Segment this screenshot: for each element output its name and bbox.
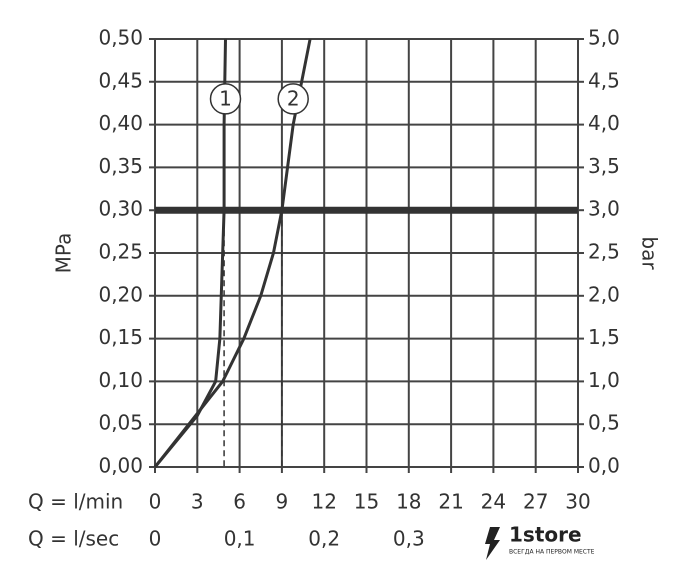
y-tick-label: 0,00 [98,454,143,478]
x-tick-label: 9 [276,490,289,514]
y-tick-label: 0,05 [98,411,143,435]
x-tick-label: 0 [149,490,162,514]
logo-brand: 1store [509,523,582,547]
x2-tick-label: 0,1 [224,527,256,551]
x-tick-label: 27 [523,490,548,514]
series-line [153,38,312,468]
y2-tick-label: 5,0 [588,26,620,50]
y-tick-label: 0,40 [98,111,143,135]
x-tick-label: 30 [565,490,590,514]
x-tick-label: 12 [311,490,336,514]
x-tick-label: 6 [233,490,246,514]
y-tick-label: 0,35 [98,154,143,178]
logo-icon [485,527,500,560]
y-tick-label: 0,30 [98,197,143,221]
x2-tick-label: 0 [149,527,162,551]
y2-tick-label: 1,0 [588,368,620,392]
x-tick-label: 3 [191,490,204,514]
y-tick-label: 0,25 [98,240,143,264]
y2-tick-label: 4,0 [588,111,620,135]
x2-tick-label: 0,3 [393,527,425,551]
y-tick-label: 0,20 [98,282,143,306]
series-label-circle [209,83,242,115]
y2-axis-label: bar [638,236,662,270]
y-axis-label: MPa [52,233,76,274]
y-tick-label: 0,45 [98,68,143,92]
x-tick-label: 21 [438,490,463,514]
logo-slogan: ВСЕГДА НА ПЕРВОМ МЕСТЕ [509,549,595,556]
y-tick-label: 0,50 [98,26,143,50]
y2-tick-label: 4,5 [588,68,620,92]
y-tick-label: 0,10 [98,368,143,392]
y2-tick-label: 3,0 [588,197,620,221]
y2-tick-label: 0,5 [588,411,620,435]
y2-tick-label: 2,5 [588,240,620,264]
y2-tick-label: 3,5 [588,154,620,178]
series-label: 1 [219,86,232,110]
x2-axis-label: Q = l/sec [28,527,119,551]
y2-tick-label: 0,0 [588,454,620,478]
series-label-circle [277,83,309,115]
x-axis-label: Q = l/min [28,490,123,514]
x-tick-label: 24 [481,490,506,514]
x-tick-label: 15 [354,490,379,514]
logo: 1store ВСЕГДА НА ПЕРВОМ МЕСТЕ [485,523,595,560]
x-tick-label: 18 [396,490,421,514]
y2-tick-label: 2,0 [588,282,620,306]
y-tick-label: 0,15 [98,325,143,349]
y2-tick-label: 1,5 [588,325,620,349]
series-label: 2 [287,86,300,110]
x2-tick-label: 0,2 [308,527,340,551]
